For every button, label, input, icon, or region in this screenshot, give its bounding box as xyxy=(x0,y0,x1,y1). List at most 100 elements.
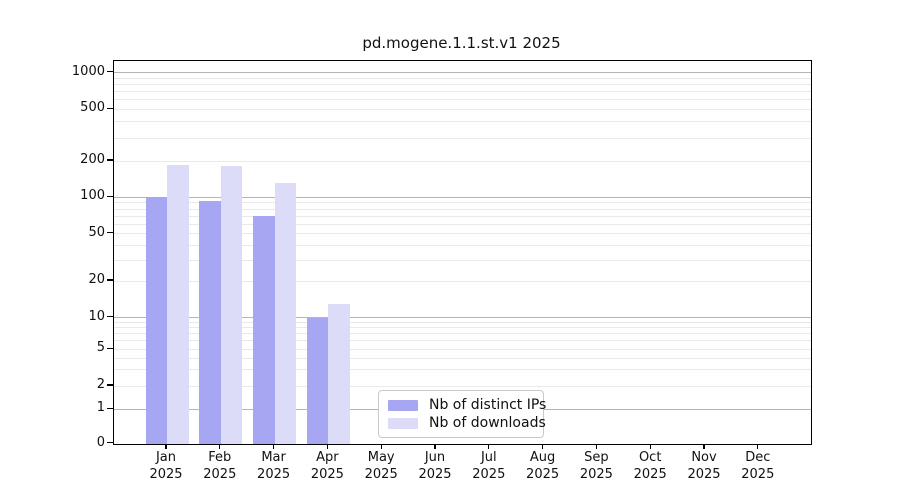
minor-gridline xyxy=(114,369,811,371)
x-tick-month: Nov xyxy=(691,450,717,465)
minor-gridline xyxy=(114,160,811,162)
minor-gridline xyxy=(114,385,811,387)
x-tick-label: Jan 2025 xyxy=(134,450,198,483)
legend-swatch-distinct-ips xyxy=(388,399,418,411)
x-tick-label: Jul 2025 xyxy=(457,450,521,483)
legend-swatch-downloads xyxy=(388,417,418,429)
x-tick-year: 2025 xyxy=(687,466,721,482)
minor-gridline xyxy=(114,321,811,323)
x-tick-label: Jun 2025 xyxy=(403,450,467,483)
x-tick-label: May 2025 xyxy=(349,450,413,483)
x-tick-label: Nov 2025 xyxy=(672,450,736,483)
minor-gridline xyxy=(114,333,811,335)
legend-label-downloads: Nb of downloads xyxy=(429,415,546,431)
x-tick-mark xyxy=(595,444,598,449)
y-tick-label: 1000 xyxy=(71,63,105,79)
x-tick-mark xyxy=(326,444,329,449)
minor-gridline xyxy=(114,99,811,101)
y-tick-mark xyxy=(107,347,113,349)
bar-nb-of-distinct-ips-feb xyxy=(199,200,221,444)
minor-gridline xyxy=(114,348,811,350)
x-tick-year: 2025 xyxy=(257,466,291,482)
y-tick-mark xyxy=(107,107,113,109)
y-tick-label: 1 xyxy=(96,400,105,416)
minor-gridline xyxy=(114,244,811,246)
legend: Nb of distinct IPs Nb of downloads xyxy=(378,390,546,438)
y-tick-mark xyxy=(107,407,113,409)
legend-item-downloads: Nb of downloads xyxy=(388,414,546,432)
minor-gridline xyxy=(114,108,811,110)
x-tick-mark xyxy=(757,444,759,449)
minor-gridline xyxy=(114,202,811,204)
x-tick-label: Sep 2025 xyxy=(564,450,628,483)
y-tick-mark xyxy=(107,159,113,161)
x-tick-month: Feb xyxy=(208,450,232,465)
x-tick-label: Aug 2025 xyxy=(511,450,575,483)
y-tick-label: 5 xyxy=(96,340,105,356)
x-tick-year: 2025 xyxy=(633,466,667,482)
x-tick-month: May xyxy=(367,450,395,465)
minor-gridline xyxy=(114,208,811,210)
y-tick-mark xyxy=(107,384,113,386)
x-tick-month: Oct xyxy=(638,450,662,465)
x-tick-label: Mar 2025 xyxy=(242,450,306,483)
y-tick-label: 0 xyxy=(96,434,105,450)
x-tick-mark xyxy=(488,444,490,449)
y-tick-label: 500 xyxy=(80,100,105,116)
bar-nb-of-downloads-jan xyxy=(167,165,189,444)
bar-nb-of-downloads-feb xyxy=(220,165,243,444)
minor-gridline xyxy=(114,340,811,342)
minor-gridline xyxy=(114,137,811,139)
x-tick-month: Aug xyxy=(529,450,556,465)
x-tick-year: 2025 xyxy=(364,466,398,482)
minor-gridline xyxy=(114,259,811,261)
x-tick-month: Apr xyxy=(316,450,339,465)
minor-gridline xyxy=(114,121,811,123)
x-tick-mark xyxy=(541,444,544,449)
x-tick-year: 2025 xyxy=(526,466,560,482)
x-tick-mark xyxy=(649,444,651,449)
y-tick-label: 20 xyxy=(88,272,105,287)
minor-gridline xyxy=(114,357,811,359)
x-tick-mark xyxy=(380,444,382,449)
x-tick-label: Dec 2025 xyxy=(726,450,790,483)
x-tick-month: Dec xyxy=(745,450,771,465)
x-tick-month: Jun xyxy=(424,450,446,465)
major-gridline xyxy=(114,72,811,74)
y-tick-mark xyxy=(107,315,113,318)
y-tick-mark xyxy=(107,232,113,234)
x-tick-year: 2025 xyxy=(579,466,613,482)
y-tick-mark xyxy=(107,279,113,281)
bar-nb-of-distinct-ips-apr xyxy=(306,317,329,444)
x-tick-month: Jan xyxy=(155,450,177,465)
y-tick-mark xyxy=(107,442,113,444)
legend-label-distinct-ips: Nb of distinct IPs xyxy=(429,397,547,413)
x-tick-label: Apr 2025 xyxy=(295,450,359,483)
y-tick-label: 100 xyxy=(80,188,105,204)
y-tick-label: 200 xyxy=(80,152,105,167)
x-tick-month: Jul xyxy=(480,450,497,465)
y-tick-mark xyxy=(107,71,113,73)
minor-gridline xyxy=(114,233,811,235)
x-tick-year: 2025 xyxy=(203,466,237,482)
x-tick-year: 2025 xyxy=(472,466,506,482)
minor-gridline xyxy=(114,215,811,217)
y-tick-label: 2 xyxy=(96,377,105,392)
x-tick-mark xyxy=(219,444,221,449)
plot-area xyxy=(113,60,812,445)
major-gridline xyxy=(114,196,811,198)
x-tick-mark xyxy=(272,444,275,449)
y-tick-label: 50 xyxy=(88,224,105,240)
x-tick-mark xyxy=(434,444,436,449)
minor-gridline xyxy=(114,327,811,329)
minor-gridline xyxy=(114,91,811,93)
chart-title: pd.mogene.1.1.st.v1 2025 xyxy=(362,34,561,52)
bar-nb-of-downloads-apr xyxy=(328,303,350,444)
x-tick-mark xyxy=(165,444,167,449)
minor-gridline xyxy=(114,280,811,282)
x-tick-label: Oct 2025 xyxy=(618,450,682,483)
legend-item-distinct-ips: Nb of distinct IPs xyxy=(388,396,546,414)
minor-gridline xyxy=(114,223,811,225)
x-tick-label: Feb 2025 xyxy=(188,450,252,483)
